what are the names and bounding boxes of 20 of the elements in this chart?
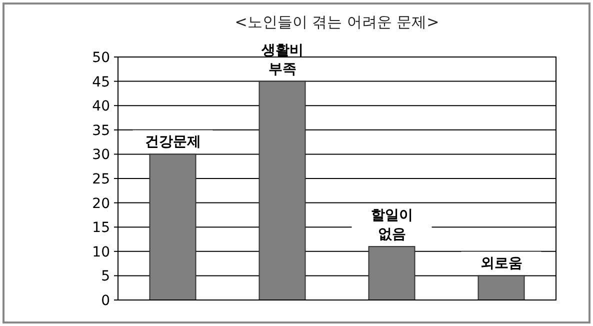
y-tick-label: 15 bbox=[92, 220, 110, 236]
y-tick-label: 25 bbox=[92, 172, 110, 188]
y-tick-label: 40 bbox=[92, 98, 110, 115]
y-tick-label: 50 bbox=[92, 50, 110, 66]
x-tick-label: 생활비 부족 bbox=[260, 42, 304, 78]
bar bbox=[258, 80, 306, 300]
y-tick-label: 5 bbox=[101, 268, 110, 285]
chart-title: <노인들이 겪는 어려운 문제> bbox=[234, 13, 440, 31]
x-tick-label: 할일이 없음 bbox=[370, 208, 413, 243]
y-tick-label: 10 bbox=[92, 244, 110, 260]
y-tick-label: 20 bbox=[92, 196, 110, 212]
bar bbox=[478, 275, 525, 300]
x-tick-label: 건강문제 bbox=[144, 134, 201, 150]
y-tick-label: 35 bbox=[92, 122, 110, 139]
y-tick-label: 0 bbox=[101, 293, 110, 309]
bar bbox=[149, 154, 196, 300]
bar bbox=[368, 246, 416, 300]
y-tick-label: 45 bbox=[92, 74, 110, 90]
x-tick-label: 외로움 bbox=[480, 256, 522, 272]
y-tick-label: 30 bbox=[92, 147, 110, 164]
